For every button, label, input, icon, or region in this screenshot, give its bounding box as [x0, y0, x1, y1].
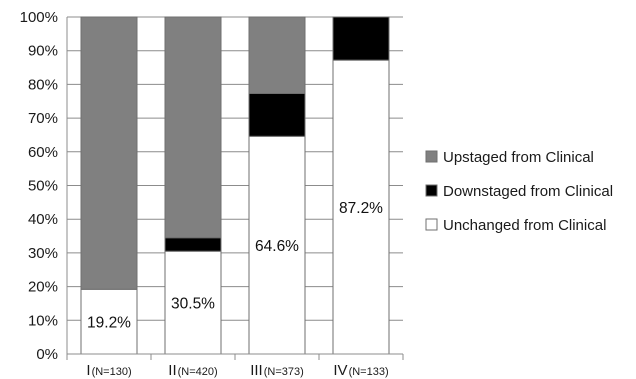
bar-segment-unchanged-from-clinical: [332, 59, 390, 355]
y-tick-label: 80%: [28, 76, 58, 93]
bar-segment-unchanged-from-clinical: [80, 288, 138, 355]
bar-segment-downstaged-from-clinical: [332, 16, 390, 61]
bar-segment-upstaged-from-clinical: [80, 16, 138, 290]
legend-swatch: [425, 218, 438, 231]
y-axis: 0% 10% 20% 30% 40% 50% 60% 70% 80% 90% 100%: [20, 9, 68, 363]
y-tick-label: 70%: [28, 110, 58, 127]
y-tick-label: 0%: [36, 346, 58, 363]
bar-segment-downstaged-from-clinical: [248, 92, 306, 137]
x-category-label: IV(N=133): [333, 362, 388, 379]
legend-label: Downstaged from Clinical: [443, 183, 613, 200]
y-tick-label: 50%: [28, 178, 58, 195]
y-tick-label: 90%: [28, 43, 58, 60]
data-label: 87.2%: [339, 200, 383, 217]
legend-label: Unchanged from Clinical: [443, 217, 606, 234]
bar-segment-upstaged-from-clinical: [164, 16, 222, 239]
legend: Upstaged from Clinical Downstaged from Cl…: [425, 149, 613, 234]
y-tick-label: 100%: [20, 9, 58, 26]
y-tick-label: 40%: [28, 211, 58, 228]
x-axis: I(N=130) II(N=420) III(N=373) IV(N=133): [66, 353, 404, 379]
data-label: 19.2%: [87, 315, 131, 332]
y-tick-label: 60%: [28, 144, 58, 161]
x-category-label: I(N=130): [86, 362, 131, 379]
y-tick-label: 10%: [28, 312, 58, 329]
bar-segment-upstaged-from-clinical: [248, 16, 306, 94]
y-tick-label: 20%: [28, 279, 58, 296]
bar-segment-downstaged-from-clinical: [164, 237, 222, 252]
legend-label: Upstaged from Clinical: [443, 149, 594, 166]
x-category-label: III(N=373): [250, 362, 304, 379]
bars: [80, 16, 390, 355]
x-category-label: II(N=420): [168, 362, 217, 379]
legend-swatch: [425, 150, 438, 163]
legend-swatch: [425, 184, 438, 197]
data-label: 64.6%: [255, 238, 299, 255]
data-label: 30.5%: [171, 296, 215, 313]
y-tick-label: 30%: [28, 245, 58, 262]
data-labels: 19.2% 30.5% 64.6% 87.2%: [87, 200, 383, 332]
